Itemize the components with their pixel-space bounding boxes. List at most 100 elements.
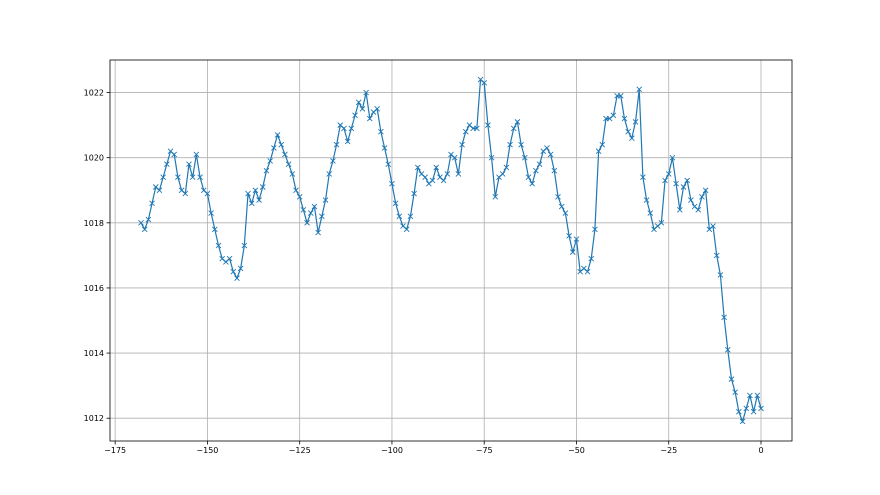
data-marker xyxy=(662,177,668,184)
data-marker xyxy=(171,151,178,158)
data-marker xyxy=(359,106,366,112)
data-marker xyxy=(599,141,606,148)
data-marker xyxy=(555,193,561,200)
data-marker xyxy=(713,252,720,259)
data-marker xyxy=(455,171,462,177)
data-marker xyxy=(474,125,480,132)
data-marker xyxy=(252,187,259,194)
data-marker xyxy=(629,135,635,141)
data-marker xyxy=(315,229,321,236)
data-marker xyxy=(156,187,163,194)
x-tick-label: −75 xyxy=(476,446,493,455)
data-marker xyxy=(592,226,598,233)
data-marker xyxy=(164,161,170,168)
data-marker xyxy=(747,392,753,399)
data-marker xyxy=(363,89,369,96)
data-marker xyxy=(610,112,617,119)
data-marker xyxy=(717,272,724,278)
data-marker xyxy=(215,242,222,249)
data-marker xyxy=(595,148,602,154)
data-marker xyxy=(392,200,399,207)
data-marker xyxy=(529,180,536,187)
data-marker xyxy=(636,86,643,93)
data-line xyxy=(140,78,762,424)
data-marker xyxy=(389,180,395,187)
data-marker xyxy=(459,141,465,148)
data-marker xyxy=(282,151,288,158)
data-marker xyxy=(488,154,495,161)
data-marker xyxy=(352,112,358,119)
data-marker xyxy=(669,154,676,161)
data-marker xyxy=(245,190,251,197)
data-marker xyxy=(492,193,499,200)
data-marker xyxy=(485,122,491,128)
data-marker xyxy=(665,171,672,177)
data-marker xyxy=(507,141,513,148)
x-tick-label: −25 xyxy=(660,446,677,455)
data-marker xyxy=(514,119,521,125)
data-marker xyxy=(521,154,528,161)
data-marker xyxy=(141,226,148,233)
data-marker xyxy=(695,206,702,213)
data-marker xyxy=(226,255,233,262)
data-marker xyxy=(684,177,691,184)
data-marker xyxy=(544,145,550,151)
data-marker xyxy=(237,265,244,272)
data-marker xyxy=(296,193,303,200)
data-marker xyxy=(732,389,738,395)
data-marker xyxy=(175,174,181,181)
data-marker xyxy=(271,145,277,151)
x-tick-label: −125 xyxy=(289,446,311,455)
data-marker xyxy=(658,220,665,226)
data-marker xyxy=(584,268,591,275)
data-marker xyxy=(189,174,196,181)
data-marker xyxy=(160,174,166,181)
data-marker xyxy=(407,213,414,220)
data-marker xyxy=(676,206,683,213)
data-marker xyxy=(433,164,440,171)
data-marker xyxy=(304,220,310,226)
data-marker xyxy=(743,405,750,412)
data-marker xyxy=(566,233,572,239)
data-marker xyxy=(632,119,639,125)
data-marker xyxy=(285,161,292,168)
data-marker xyxy=(728,376,735,382)
data-marker xyxy=(525,174,532,181)
data-marker xyxy=(138,220,144,226)
data-marker xyxy=(211,226,218,233)
y-tick-label: 1012 xyxy=(84,414,104,423)
data-marker xyxy=(721,314,727,321)
data-marker xyxy=(197,174,203,181)
data-marker xyxy=(259,184,266,190)
data-marker xyxy=(702,187,709,194)
data-marker xyxy=(278,141,285,148)
data-marker xyxy=(348,125,355,132)
data-marker xyxy=(289,171,296,177)
plot-frame xyxy=(109,59,793,442)
y-tick-label: 1020 xyxy=(84,154,104,163)
data-marker xyxy=(533,167,539,174)
x-tick-label: −150 xyxy=(196,446,218,455)
data-marker xyxy=(588,255,595,262)
x-tick-label: 0 xyxy=(758,446,763,455)
data-marker xyxy=(640,174,646,181)
data-marker xyxy=(366,115,373,122)
data-marker xyxy=(414,164,421,171)
data-marker xyxy=(699,193,705,200)
data-marker xyxy=(750,408,757,415)
data-marker xyxy=(758,405,764,412)
data-marker xyxy=(322,197,329,203)
data-marker xyxy=(739,418,746,425)
data-marker xyxy=(267,158,273,164)
data-marker xyxy=(573,236,580,242)
data-marker xyxy=(208,210,214,216)
data-marker xyxy=(241,242,248,249)
data-marker xyxy=(193,151,200,158)
data-marker xyxy=(411,190,417,197)
x-tick-label: −50 xyxy=(568,446,585,455)
data-marker xyxy=(311,203,318,210)
data-marker xyxy=(621,115,628,122)
data-marker xyxy=(182,190,189,197)
y-tick-label: 1014 xyxy=(84,349,104,358)
